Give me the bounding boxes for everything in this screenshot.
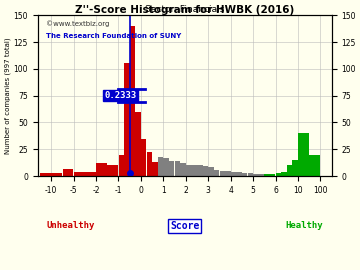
Bar — [192, 165, 197, 176]
Bar — [152, 162, 158, 176]
Text: The Research Foundation of SUNY: The Research Foundation of SUNY — [46, 33, 182, 39]
Bar — [242, 173, 247, 176]
Text: ©www.textbiz.org: ©www.textbiz.org — [46, 20, 110, 27]
Bar — [270, 174, 275, 176]
Bar — [298, 133, 309, 176]
Bar — [96, 163, 107, 176]
Bar — [231, 172, 236, 176]
Text: Sector: Financials: Sector: Financials — [145, 5, 224, 14]
Bar — [180, 163, 186, 176]
Bar — [40, 173, 62, 176]
Bar — [107, 165, 118, 176]
Bar — [292, 160, 298, 176]
Bar — [203, 166, 208, 176]
Text: 0.2333: 0.2333 — [104, 91, 137, 100]
Y-axis label: Number of companies (997 total): Number of companies (997 total) — [4, 37, 11, 154]
Bar — [85, 172, 96, 176]
Bar — [130, 26, 135, 176]
Bar — [186, 165, 191, 176]
Bar — [287, 165, 292, 176]
Text: Score: Score — [170, 221, 199, 231]
Bar — [141, 139, 147, 176]
Bar — [74, 172, 85, 176]
Bar — [175, 161, 180, 176]
Bar — [276, 173, 281, 176]
Bar — [225, 171, 230, 176]
Bar — [281, 172, 287, 176]
Bar — [208, 167, 214, 176]
Title: Z''-Score Histogram for HWBK (2016): Z''-Score Histogram for HWBK (2016) — [75, 5, 294, 15]
Bar — [124, 63, 130, 176]
Bar — [236, 172, 242, 176]
Bar — [248, 173, 253, 176]
Text: Unhealthy: Unhealthy — [46, 221, 95, 230]
Bar — [163, 158, 169, 176]
Bar — [253, 174, 258, 176]
Bar — [197, 165, 203, 176]
Bar — [214, 170, 219, 176]
Bar — [309, 155, 320, 176]
Bar — [118, 155, 124, 176]
Bar — [169, 161, 175, 176]
Bar — [158, 157, 163, 176]
Bar — [147, 153, 152, 176]
Bar — [220, 171, 225, 176]
Bar — [135, 112, 141, 176]
Bar — [264, 174, 270, 176]
Bar — [259, 174, 264, 176]
Text: Healthy: Healthy — [285, 221, 323, 230]
Bar — [63, 168, 73, 176]
